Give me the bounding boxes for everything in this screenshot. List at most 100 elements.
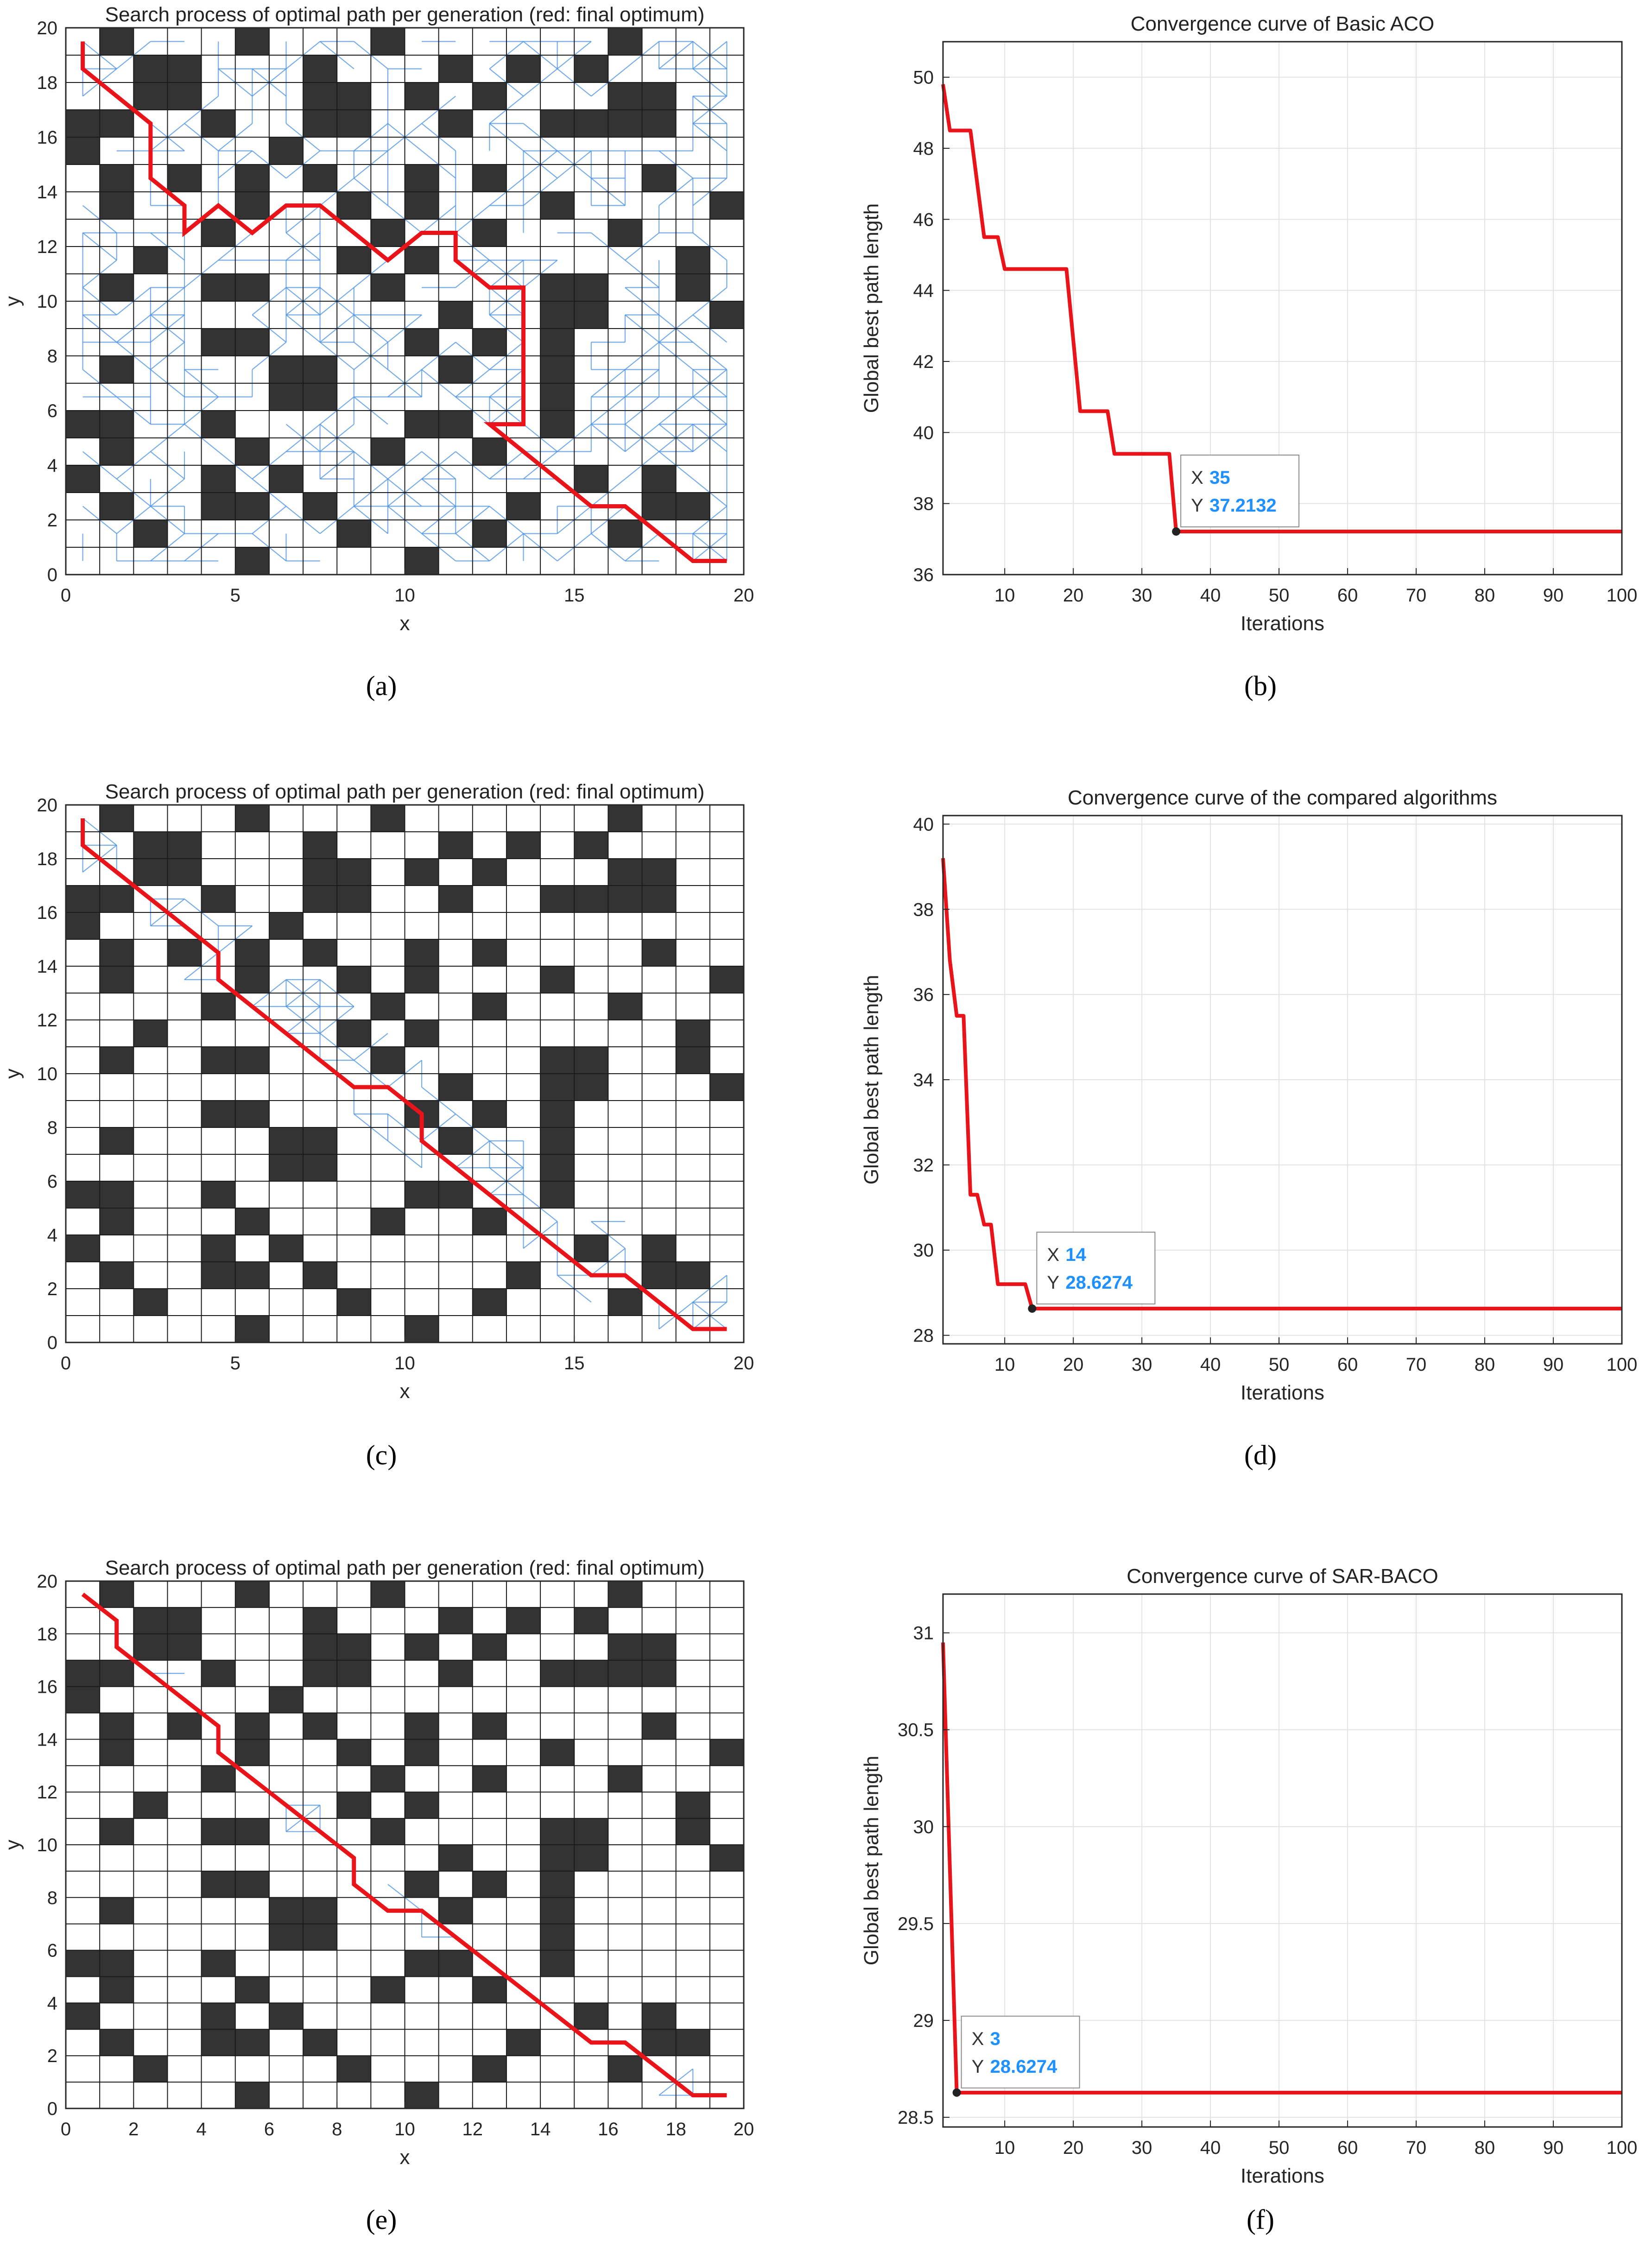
y-tick-label: 38	[913, 494, 934, 514]
obstacle-cell	[235, 2029, 269, 2056]
obstacle-cell	[676, 274, 710, 301]
y-tick-label: 2	[47, 2046, 57, 2066]
obstacle-cell	[167, 939, 202, 966]
obstacle-cell	[371, 1047, 405, 1074]
obstacle-cell	[709, 1739, 744, 1766]
obstacle-cell	[472, 165, 506, 192]
obstacle-cell	[201, 1262, 235, 1289]
obstacle-cell	[472, 939, 506, 966]
obstacle-cell	[100, 886, 134, 912]
obstacle-cell	[235, 165, 269, 192]
obstacle-cell	[574, 465, 608, 493]
obstacle-cell	[66, 1235, 100, 1262]
obstacle-cell	[337, 1289, 371, 1316]
obstacle-cell	[506, 2029, 541, 2056]
y-tick-label: 28.5	[898, 2108, 934, 2128]
y-axis-label: y	[1, 1840, 24, 1850]
axes-frame	[942, 1593, 1623, 2128]
obstacle-cell	[303, 2029, 337, 2056]
obstacle-cell	[371, 993, 405, 1020]
obstacle-cell	[100, 1581, 134, 1608]
obstacle-cell	[405, 329, 439, 356]
obstacle-cell	[472, 1101, 506, 1127]
y-tick-label: 42	[913, 352, 934, 372]
obstacle-cell	[201, 1818, 235, 1845]
obstacle-cell	[642, 82, 676, 110]
obstacle-cell	[540, 886, 575, 912]
y-tick-label: 16	[37, 127, 58, 148]
obstacle-cell	[100, 1976, 134, 2003]
x-tick-label: 2	[128, 2119, 139, 2139]
x-tick-label: 30	[1132, 2138, 1152, 2158]
obstacle-cell	[303, 1924, 337, 1950]
x-tick-label: 100	[1607, 2138, 1638, 2158]
obstacle-cell	[100, 939, 134, 966]
y-tick-label: 30	[913, 1817, 934, 1837]
obstacle-cell	[472, 1633, 506, 1660]
obstacle-cell	[303, 1633, 337, 1660]
x-tick-label: 60	[1337, 2138, 1358, 2158]
obstacle-cell	[100, 274, 134, 301]
obstacle-cell	[574, 1235, 608, 1262]
obstacle-cell	[642, 1660, 676, 1687]
obstacle-cell	[201, 2029, 235, 2056]
obstacle-cell	[405, 966, 439, 993]
obstacle-cell	[235, 966, 269, 993]
obstacle-cell	[100, 1262, 134, 1289]
datatip-x-value: 14	[1065, 1245, 1086, 1265]
obstacle-cell	[709, 1845, 744, 1871]
obstacle-cell	[472, 1976, 506, 2003]
obstacle-cell	[405, 1792, 439, 1819]
obstacle-cell	[472, 859, 506, 886]
obstacle-cell	[303, 110, 337, 137]
obstacle-cell	[235, 1713, 269, 1740]
x-tick-label: 70	[1406, 585, 1427, 606]
obstacle-cell	[303, 832, 337, 859]
obstacle-cell	[303, 82, 337, 110]
y-tick-label: 10	[37, 1835, 58, 1855]
obstacle-cell	[269, 1897, 304, 1924]
obstacle-cell	[303, 1127, 337, 1154]
obstacle-cell	[66, 137, 100, 165]
obstacle-cell	[66, 2003, 100, 2030]
obstacle-cell	[405, 1739, 439, 1766]
obstacle-cell	[235, 1101, 269, 1127]
obstacle-cell	[201, 1766, 235, 1792]
obstacle-cell	[608, 1766, 642, 1792]
obstacle-cell	[269, 1154, 304, 1181]
obstacle-cell	[642, 493, 676, 520]
y-tick-label: 20	[37, 795, 58, 816]
chart-b: 10 20 30 40 50 60 70 80 90 100 36 38 40 42 44 46 48 50 Ite…	[860, 13, 1637, 635]
datatip-x-label: X	[1191, 468, 1203, 488]
x-tick-label: 10	[994, 1355, 1015, 1375]
obstacle-cell	[100, 1047, 134, 1074]
y-tick-label: 8	[47, 1118, 57, 1138]
obstacle-cell	[405, 1181, 439, 1208]
x-tick-label: 90	[1543, 2138, 1564, 2158]
obstacle-cell	[100, 1181, 134, 1208]
obstacle-cell	[201, 1181, 235, 1208]
x-tick-label: 20	[734, 2119, 754, 2139]
x-tick-label: 80	[1475, 585, 1495, 606]
obstacle-cell	[540, 329, 575, 356]
obstacle-cell	[269, 1127, 304, 1154]
x-tick-label: 80	[1475, 1355, 1495, 1375]
x-tick-label: 20	[1063, 585, 1084, 606]
panel-caption-e: (e)	[366, 2204, 397, 2235]
obstacle-cell	[337, 1792, 371, 1819]
x-tick-label: 40	[1200, 1355, 1221, 1375]
y-tick-label: 44	[913, 281, 934, 301]
x-tick-label: 80	[1475, 2138, 1495, 2158]
obstacle-cell	[608, 2056, 642, 2082]
x-tick-label: 10	[994, 2138, 1015, 2158]
optimal-path	[81, 818, 727, 1331]
obstacle-cell	[472, 1871, 506, 1898]
obstacle-cell	[574, 110, 608, 137]
grid-lines	[65, 804, 744, 1343]
obstacle-cell	[303, 1154, 337, 1181]
obstacle-cell	[235, 438, 269, 465]
obstacle-cell	[371, 805, 405, 832]
obstacle-cell	[303, 383, 337, 411]
obstacle-cell	[676, 247, 710, 274]
